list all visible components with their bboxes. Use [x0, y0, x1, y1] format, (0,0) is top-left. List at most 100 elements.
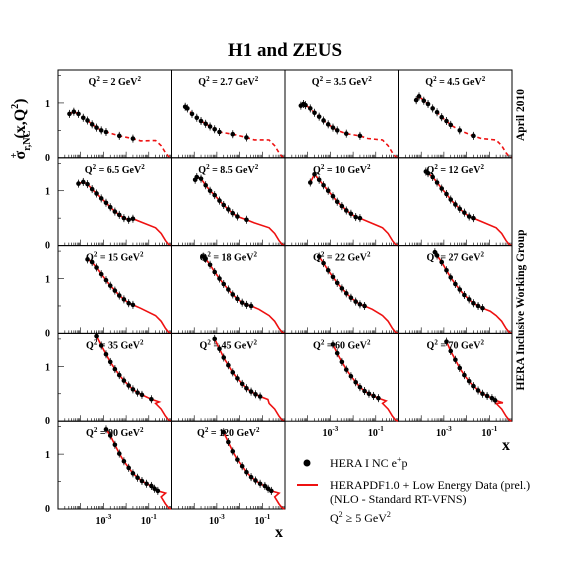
data-point [116, 451, 122, 456]
panel-4: Q2 = 4.5 GeV2 [398, 69, 513, 159]
data-point [244, 385, 249, 391]
data-point [444, 191, 449, 197]
data-point [248, 389, 254, 394]
data-point [207, 124, 213, 129]
data-point [489, 395, 495, 401]
data-point [212, 126, 218, 132]
data-point [339, 203, 345, 209]
data-point [362, 303, 367, 309]
data-point [244, 135, 249, 140]
data-point [235, 376, 240, 381]
data-point [439, 114, 445, 120]
data-point [116, 212, 122, 218]
data-point [103, 200, 109, 206]
data-point [448, 348, 454, 354]
panel-3: Q2 = 3.5 GeV2 [284, 69, 399, 159]
data-point [98, 343, 104, 348]
legend-data-label: HERA I NC e+p [330, 455, 408, 470]
legend-fit-q-sup2: 2 [387, 510, 391, 519]
side-label-date: April 2010 [515, 89, 527, 141]
data-point [376, 395, 381, 401]
data-point [462, 292, 467, 298]
y-axis-label-sup: + [9, 152, 20, 158]
y-tick-label: 1 [45, 187, 50, 198]
panel-q2-label: Q2 = 45 GeV2 [200, 338, 258, 351]
panel-q2-label: Q2 = 2 GeV2 [89, 75, 142, 88]
data-point [343, 131, 349, 136]
data-point [226, 287, 231, 292]
y-tick-label: 0 [45, 153, 50, 164]
panel-17: 1 0 Q2 = 90 GeV2 10-3 10-1 [45, 420, 172, 527]
data-point [462, 372, 467, 378]
data-point [230, 210, 236, 216]
data-point [334, 280, 340, 286]
data-point [130, 302, 136, 308]
data-point [439, 186, 445, 191]
panel-7: Q2 = 10 GeV2 [284, 157, 399, 247]
data-point [230, 131, 236, 137]
y-axis-label: σr,NC+ (x,Q2) [9, 99, 33, 160]
data-point [198, 118, 204, 124]
y-tick-label: 0 [45, 328, 50, 339]
data-point [89, 186, 95, 192]
x-tick-label: 10-3 [436, 425, 452, 439]
panel-13: 1 0 Q2 = 35 GeV2 [45, 332, 172, 427]
panel-10: Q2 = 18 GeV2 [171, 245, 286, 335]
data-point [262, 483, 268, 489]
data-point [357, 302, 363, 307]
y-tick-label: 0 [45, 504, 50, 515]
data-point [303, 102, 308, 108]
data-point [230, 292, 236, 297]
data-point [257, 394, 263, 399]
data-point [462, 210, 467, 215]
data-point [239, 463, 245, 469]
data-point [269, 488, 274, 494]
data-point [94, 265, 99, 270]
data-point [316, 177, 322, 183]
y-axis-label-sub: r,NC [22, 130, 33, 150]
data-point [103, 129, 109, 135]
data-point [85, 181, 90, 187]
data-point [226, 362, 231, 368]
x-tick-label: 10-1 [481, 425, 497, 439]
panel-q2-label: Q2 = 90 GeV2 [86, 426, 144, 439]
fit-curve [105, 428, 172, 510]
y-tick-label: 0 [45, 416, 50, 427]
data-point [343, 291, 349, 296]
panel-2: Q2 = 2.7 GeV2 [171, 69, 286, 159]
panel-q2-label: Q2 = 6.5 GeV2 [85, 163, 145, 176]
data-point [366, 391, 372, 397]
panel-grid: 1 0 Q2 = 2 GeV2 Q2 = 2.7 GeV2 Q2 = 3.5 GeV2 Q… [45, 69, 513, 541]
panel-q2-label: Q2 = 2.7 GeV2 [198, 75, 258, 88]
fit-curve [184, 106, 285, 159]
data-point [112, 442, 118, 448]
data-point [343, 208, 349, 213]
data-point [121, 215, 127, 221]
data-point [149, 396, 154, 402]
panel-16: Q2 = 70 GeV2 10-3 10-1 [398, 332, 513, 439]
data-point [239, 300, 245, 305]
panel-18: Q2 = 120 GeV2 10-3 10-1 [171, 420, 286, 527]
data-point [80, 115, 86, 121]
data-point [444, 267, 449, 273]
fit-curve [202, 255, 285, 335]
data-point [475, 388, 481, 393]
data-point [480, 391, 485, 397]
x-tick-label: 10-3 [322, 425, 338, 439]
fit-curve [415, 95, 512, 159]
data-point [217, 276, 222, 281]
panel-frame [398, 332, 513, 422]
data-point [103, 351, 109, 357]
data-point [357, 384, 363, 390]
panel-1: 1 0 Q2 = 2 GeV2 [45, 69, 172, 164]
panel-q2-label: Q2 = 35 GeV2 [86, 338, 144, 351]
panel-q2-label: Q2 = 12 GeV2 [427, 163, 485, 176]
data-point [139, 478, 145, 484]
data-point [316, 114, 322, 119]
legend-data-sup: + [397, 455, 402, 464]
x-tick-label: 10-3 [209, 513, 225, 527]
data-point [253, 478, 258, 483]
data-point [107, 433, 113, 438]
data-point [217, 346, 222, 352]
x-tick-label: 10-1 [368, 425, 384, 439]
